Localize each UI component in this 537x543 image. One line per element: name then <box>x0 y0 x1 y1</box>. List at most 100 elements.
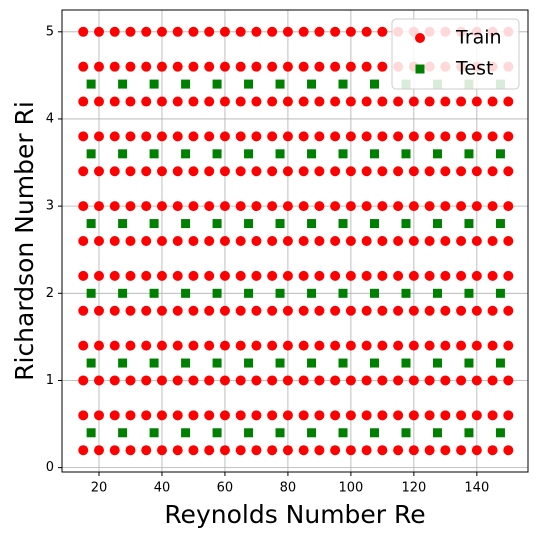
point <box>181 149 191 159</box>
point <box>314 61 325 72</box>
point <box>235 305 246 316</box>
point <box>188 61 199 72</box>
x-tick-label: 40 <box>154 481 171 496</box>
point <box>314 96 325 107</box>
point <box>298 445 309 456</box>
point <box>330 375 341 386</box>
point <box>282 166 293 177</box>
point <box>109 61 120 72</box>
point <box>440 236 451 246</box>
point <box>235 96 246 107</box>
point <box>219 340 230 351</box>
point <box>471 410 482 421</box>
point <box>298 236 309 246</box>
point <box>393 131 404 142</box>
point <box>93 26 104 37</box>
point <box>393 96 404 107</box>
point <box>456 305 467 316</box>
point <box>471 166 482 177</box>
point <box>78 445 89 456</box>
point <box>338 149 348 159</box>
point <box>408 236 419 246</box>
point <box>188 131 199 142</box>
point <box>267 201 278 212</box>
point <box>93 340 104 351</box>
x-tick-label: 100 <box>338 481 363 496</box>
point <box>109 410 120 421</box>
point <box>298 340 309 351</box>
point <box>495 288 505 298</box>
point <box>93 96 104 107</box>
point <box>149 219 159 229</box>
point <box>307 358 317 368</box>
point <box>235 340 246 351</box>
point <box>275 79 285 89</box>
point <box>141 375 152 386</box>
point <box>408 96 419 107</box>
point <box>377 375 388 386</box>
point <box>314 445 325 456</box>
point <box>503 166 514 177</box>
point <box>314 166 325 177</box>
point <box>282 270 293 281</box>
point <box>487 445 498 456</box>
point <box>204 340 215 351</box>
point <box>298 131 309 142</box>
point <box>219 96 230 107</box>
point <box>219 61 230 72</box>
point <box>172 375 183 386</box>
point <box>93 166 104 177</box>
point <box>204 305 215 316</box>
point <box>188 340 199 351</box>
point <box>235 236 246 246</box>
point <box>456 375 467 386</box>
point <box>440 305 451 316</box>
point <box>109 375 120 386</box>
x-tick-label: 20 <box>91 481 108 496</box>
point <box>471 270 482 281</box>
point <box>204 201 215 212</box>
point <box>432 219 442 229</box>
point <box>78 96 89 107</box>
point <box>204 270 215 281</box>
point <box>244 79 254 89</box>
point <box>267 236 278 246</box>
point <box>267 340 278 351</box>
point <box>330 305 341 316</box>
point <box>503 131 514 142</box>
point <box>244 219 254 229</box>
point <box>408 340 419 351</box>
point <box>282 445 293 456</box>
point <box>377 340 388 351</box>
point <box>338 358 348 368</box>
point <box>267 270 278 281</box>
point <box>212 79 222 89</box>
point <box>503 236 514 246</box>
point <box>298 61 309 72</box>
point <box>86 219 96 229</box>
point <box>393 166 404 177</box>
point <box>408 131 419 142</box>
point <box>432 149 442 159</box>
point <box>298 375 309 386</box>
point <box>282 305 293 316</box>
point <box>314 26 325 37</box>
point <box>149 428 159 438</box>
point <box>118 358 128 368</box>
point <box>361 375 372 386</box>
point <box>314 270 325 281</box>
point <box>377 61 388 72</box>
point <box>432 428 442 438</box>
point <box>93 375 104 386</box>
point <box>188 26 199 37</box>
point <box>267 61 278 72</box>
point <box>219 410 230 421</box>
point <box>172 340 183 351</box>
point <box>109 270 120 281</box>
point <box>424 410 435 421</box>
legend-label: Test <box>455 58 493 80</box>
x-tick-label: 80 <box>280 481 297 496</box>
point <box>125 131 136 142</box>
point <box>188 236 199 246</box>
point <box>212 288 222 298</box>
